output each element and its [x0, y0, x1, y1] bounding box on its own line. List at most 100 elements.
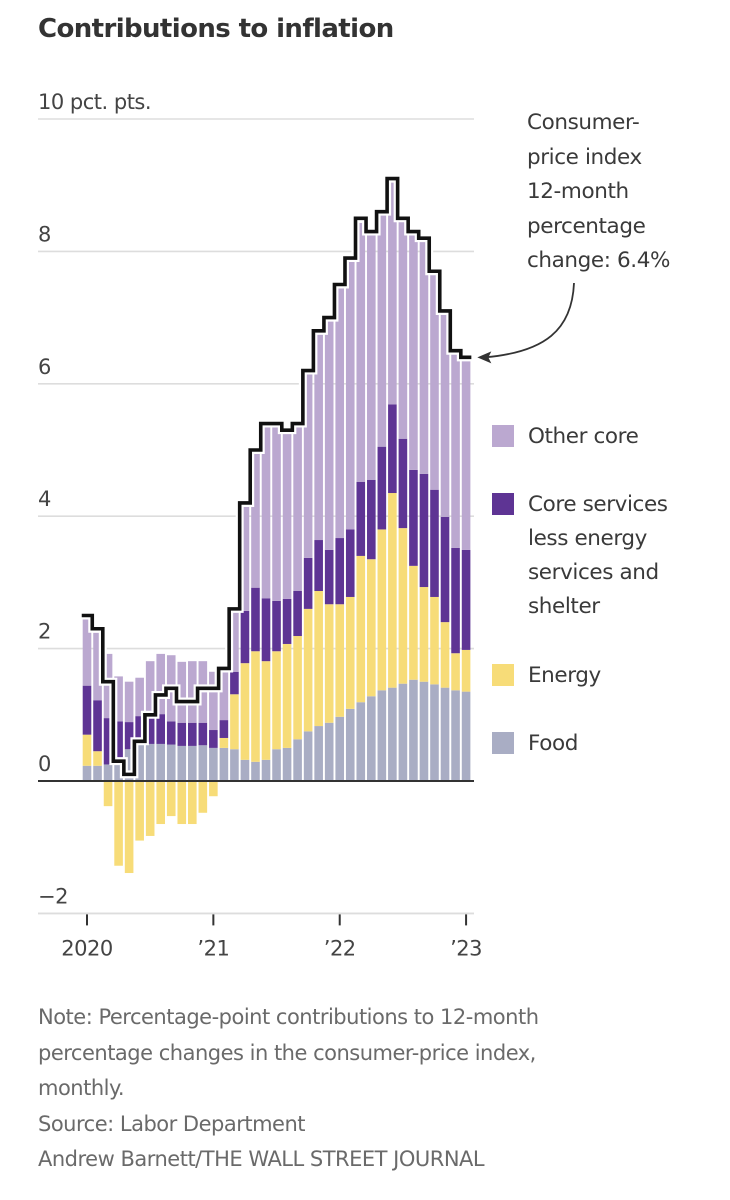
annotation-line: 12-month [527, 179, 629, 204]
bar-food [198, 745, 208, 781]
bar-other-core [251, 452, 260, 588]
bar-energy [324, 604, 334, 723]
bar-core-services [388, 404, 397, 494]
bar-food [230, 749, 239, 781]
x-tick-label: ’23 [450, 936, 482, 960]
bar-core-services [145, 711, 155, 744]
bar-core-services [303, 557, 313, 609]
bar-core-services [335, 538, 345, 605]
bar-food [377, 690, 387, 781]
bar-other-core [240, 506, 250, 611]
y-tick-label: 10 pct. pts. [38, 90, 151, 114]
bar-core-services [419, 473, 429, 588]
bar-other-core [430, 271, 439, 490]
arrow-head-icon [477, 351, 492, 364]
bar-other-core [177, 661, 187, 723]
bars [38, 180, 474, 874]
bar-energy [219, 737, 229, 748]
bar-core-services [282, 598, 292, 644]
bar-food [82, 765, 92, 781]
bar-food [219, 747, 229, 781]
legend-item-food: Food [492, 727, 708, 761]
bar-energy [356, 555, 366, 703]
bar-core-services [377, 446, 387, 530]
legend-swatch-other-core [492, 425, 514, 447]
bar-other-core [398, 218, 408, 439]
bar-food [114, 757, 123, 781]
bar-core-services [177, 722, 187, 746]
bar-energy [335, 604, 345, 717]
y-tick-label: 8 [38, 222, 51, 246]
bar-core-services [451, 547, 460, 654]
bar-core-services [409, 469, 418, 566]
bar-energy [388, 493, 397, 688]
bar-other-core [461, 357, 471, 550]
footer-note: Note: Percentage-point contributions to … [38, 1005, 539, 1029]
bar-energy [398, 528, 408, 684]
legend-item-other-core: Other core [492, 420, 708, 454]
bar-core-services [272, 600, 281, 652]
bar-other-core [451, 350, 460, 548]
bar-food [145, 743, 155, 781]
footer-credit: Andrew Barnett/THE WALL STREET JOURNAL [38, 1147, 485, 1171]
bar-other-core [377, 213, 387, 447]
bar-other-core [314, 332, 323, 541]
bar-core-services [135, 716, 144, 745]
legend-swatch-energy [492, 664, 514, 686]
footer-note: percentage changes in the consumer-price… [38, 1040, 536, 1065]
bar-other-core [114, 676, 123, 722]
bar-food [367, 696, 376, 781]
bar-core-services [124, 722, 134, 750]
x-axis: 2020 ’21 ’22 ’23 [38, 912, 483, 960]
bar-food [419, 681, 429, 781]
bar-food [251, 761, 260, 781]
annotation-arrow-group [477, 282, 575, 364]
bar-energy [314, 591, 323, 727]
bar-core-services [93, 700, 102, 752]
bar-energy [451, 653, 460, 691]
bar-other-core [135, 677, 144, 717]
bar-energy [124, 781, 134, 874]
y-tick-label: 0 [38, 752, 51, 776]
bar-other-core [345, 260, 355, 530]
bar-other-core [367, 234, 376, 480]
bar-core-services [440, 516, 450, 623]
bar-core-services [398, 438, 408, 529]
legend-label-line: services and [528, 560, 659, 585]
bar-energy [461, 649, 471, 692]
bar-energy [282, 643, 292, 748]
x-tick-label: ’21 [197, 936, 229, 960]
legend-label-line: Core services [528, 492, 668, 517]
bar-core-services [240, 610, 250, 664]
annotation-arrow [485, 282, 575, 359]
bar-core-services [114, 721, 123, 758]
y-tick-label: 4 [38, 487, 51, 511]
bar-core-services [209, 730, 218, 748]
legend-swatch-core-services [492, 493, 514, 515]
bar-core-services [251, 587, 260, 652]
bar-food [409, 679, 418, 781]
bar-food [430, 684, 439, 781]
bar-food [93, 765, 102, 781]
annotation-line: change: 6.4% [527, 248, 671, 273]
bar-other-core [145, 661, 155, 712]
bar-core-services [198, 722, 208, 746]
bar-energy [209, 781, 218, 797]
y-axis-labels: 10 pct. pts. 8 6 4 2 0 −2 [38, 90, 152, 908]
bar-energy [93, 751, 102, 766]
bar-energy [409, 565, 418, 680]
annotation-line: price index [527, 144, 642, 170]
bar-core-services [461, 549, 471, 650]
bar-food [398, 683, 408, 781]
bar-food [261, 759, 271, 781]
bar-food [293, 739, 302, 781]
bar-energy [272, 651, 281, 750]
bar-food [282, 747, 292, 781]
legend-label: Energy [528, 659, 708, 693]
bar-energy [293, 636, 302, 740]
bar-other-core [282, 432, 292, 599]
bar-other-core [124, 681, 134, 723]
bar-core-services [324, 549, 334, 605]
bar-energy [198, 781, 208, 813]
bar-food [324, 722, 334, 781]
